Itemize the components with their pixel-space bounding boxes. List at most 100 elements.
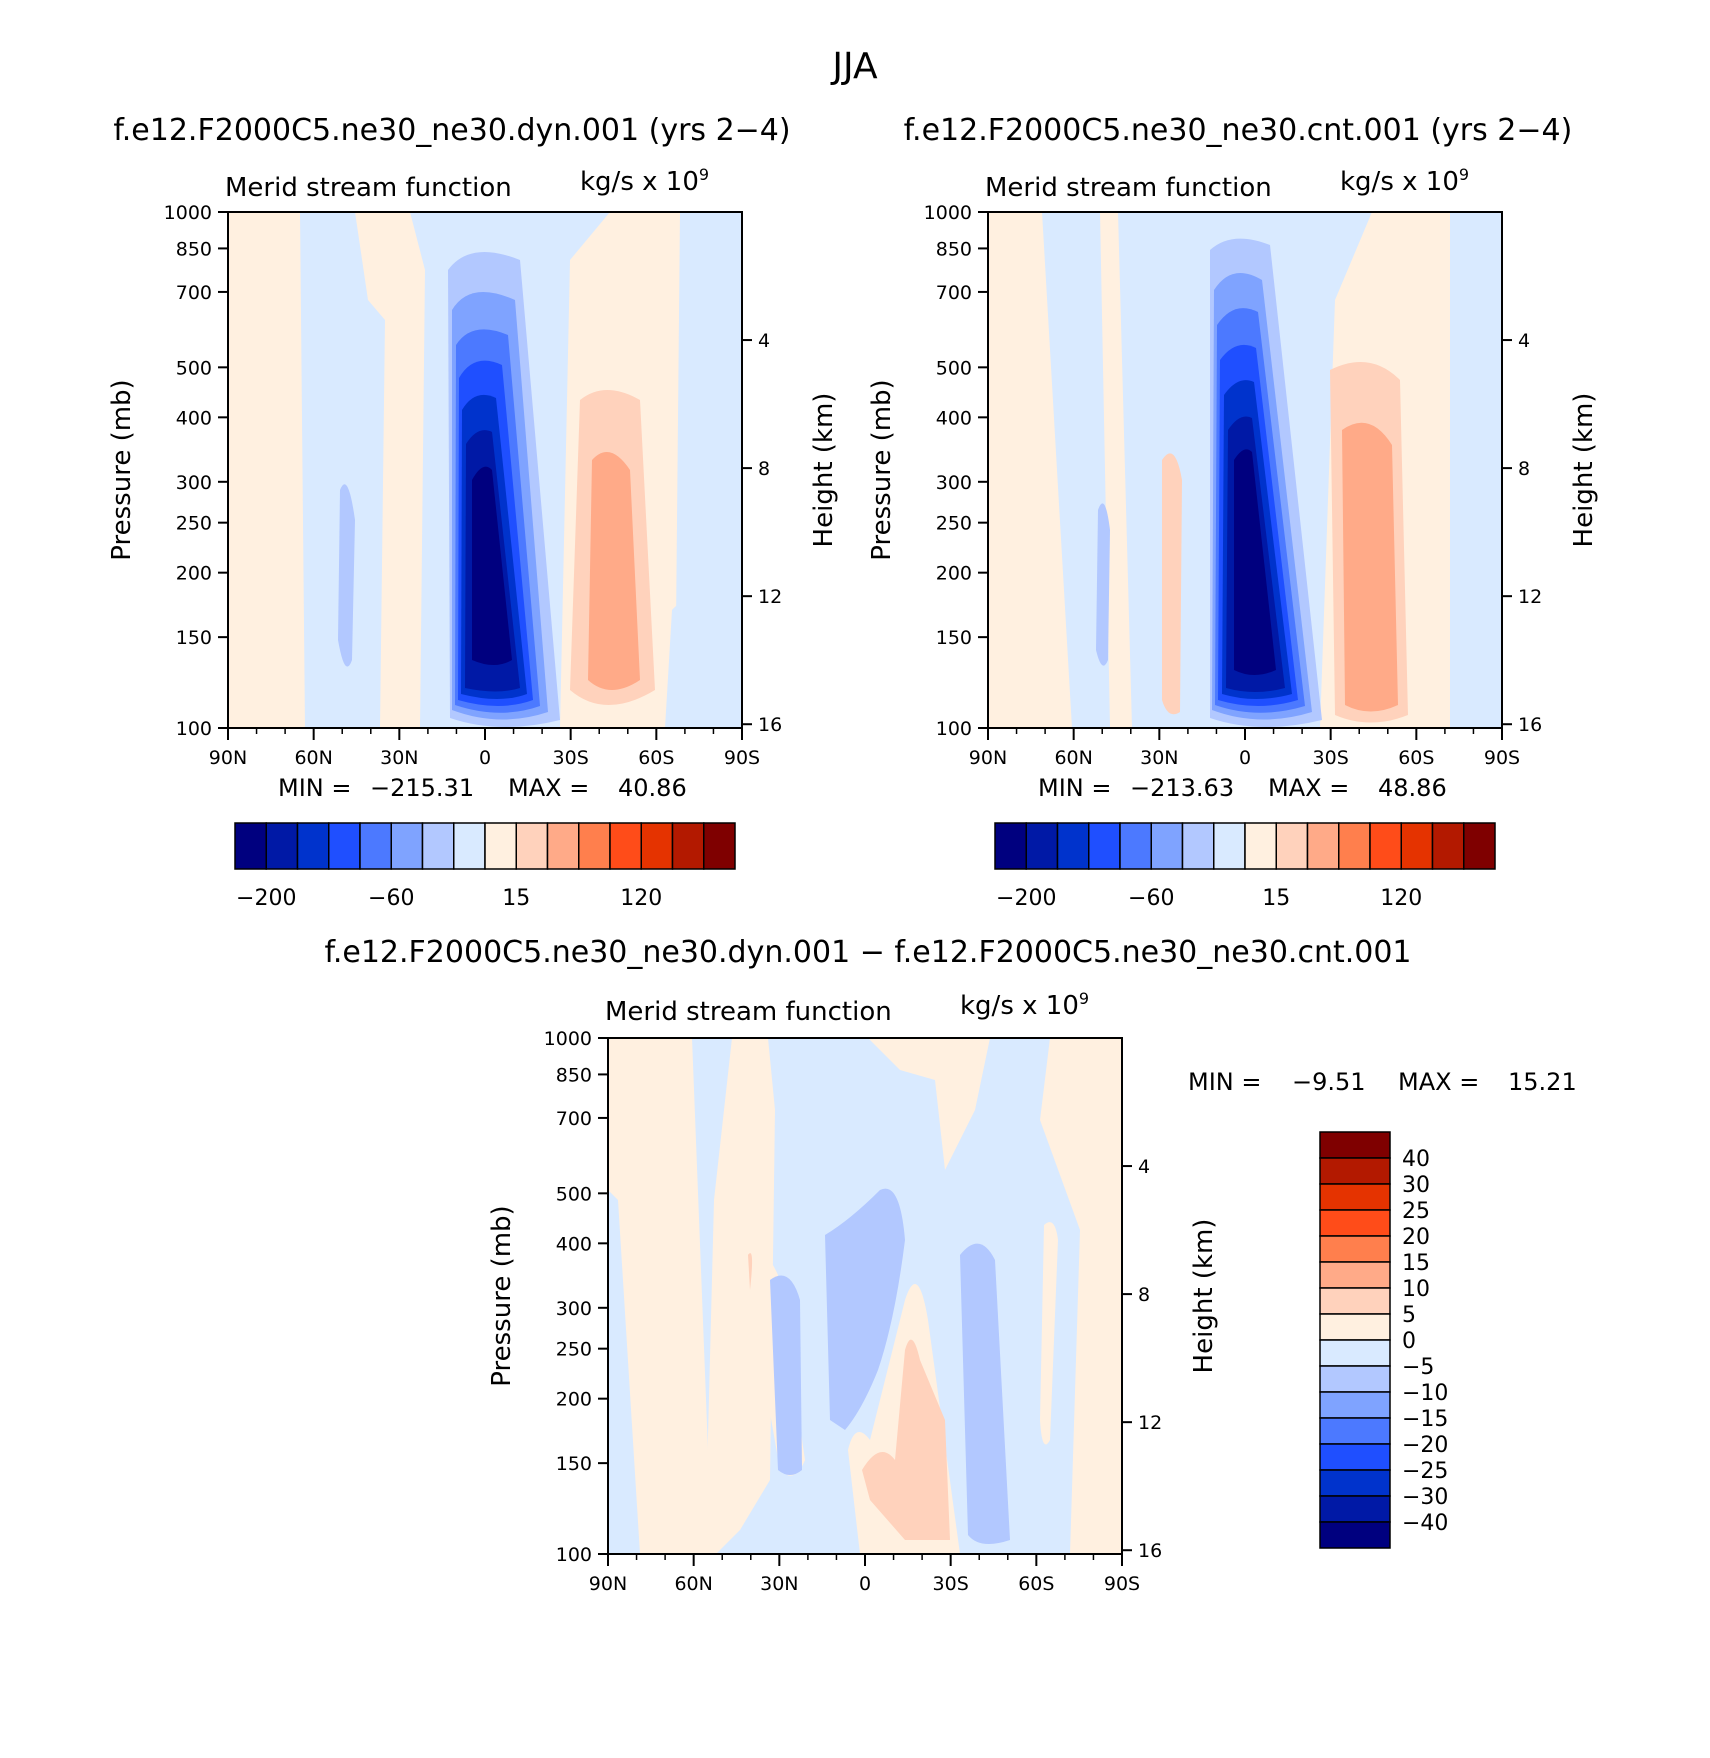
- colorbar-box: [421, 822, 455, 870]
- x-tick-label: 30N: [1140, 747, 1178, 769]
- colorbar-label: 5: [1402, 1303, 1416, 1328]
- colorbar-box: [484, 822, 517, 870]
- panel-dyn-units: kg/s x 109: [580, 165, 709, 197]
- colorbar-label: −30: [1402, 1485, 1448, 1510]
- colorbar-box: [546, 822, 580, 870]
- panel-diff-left-string: Merid stream function: [605, 997, 892, 1027]
- colorbar-label: 120: [1380, 886, 1422, 911]
- colorbar-box: [1025, 822, 1059, 870]
- panel-dyn: f.e12.F2000C5.ne30_ne30.dyn.001 (yrs 2−4…: [107, 113, 839, 911]
- colorbar-box: [1431, 822, 1465, 870]
- colorbar-box: [359, 822, 392, 870]
- colorbar-box: [1119, 822, 1152, 870]
- panel-diff-ylabel-right: Height (km): [1189, 1219, 1219, 1374]
- y-tick-label: 850: [936, 238, 972, 260]
- height-tick-label: 8: [1138, 1284, 1150, 1306]
- colorbar-box: [328, 822, 361, 870]
- colorbar-box: [1319, 1131, 1391, 1159]
- y-tick-label: 300: [936, 472, 972, 494]
- x-tick-label: 90N: [589, 1573, 627, 1595]
- y-tick-label: 300: [176, 472, 212, 494]
- colorbar-box: [1319, 1339, 1391, 1367]
- colorbar-label: −200: [996, 886, 1056, 911]
- height-tick-label: 12: [758, 586, 782, 608]
- colorbar-box: [1319, 1183, 1391, 1211]
- y-tick-label: 200: [556, 1389, 592, 1411]
- x-tick-label: 90N: [209, 747, 247, 769]
- panel-dyn-x-ticks: 90N 60N 30N 0 30S 60S 90S: [209, 728, 760, 769]
- y-tick-label: 200: [936, 563, 972, 585]
- y-tick-label: 150: [556, 1453, 592, 1475]
- colorbar-box: [1319, 1287, 1391, 1315]
- colorbar-box: [578, 822, 611, 870]
- y-tick-label: 400: [176, 407, 212, 429]
- panel-dyn-y-ticks: 100 150 200 250 300 400 500 700 850 1000: [164, 202, 228, 740]
- colorbar-label: −60: [368, 886, 414, 911]
- colorbar-box: [994, 822, 1027, 870]
- colorbar-box: [1319, 1365, 1391, 1393]
- colorbar-label: 0: [1402, 1329, 1416, 1354]
- colorbar-box: [1400, 822, 1434, 870]
- figure-title: JJA: [830, 46, 878, 87]
- panel-diff-ylabel: Pressure (mb): [487, 1205, 517, 1386]
- height-tick-label: 12: [1138, 1412, 1162, 1434]
- y-tick-label: 250: [936, 513, 972, 535]
- y-tick-label: 1000: [924, 202, 972, 224]
- panel-cnt-ylabel: Pressure (mb): [867, 379, 897, 560]
- x-tick-label: 90S: [724, 747, 760, 769]
- colorbar-box: [1319, 1495, 1391, 1523]
- x-tick-label: 0: [859, 1573, 871, 1595]
- y-tick-label: 300: [556, 1298, 592, 1320]
- x-tick-label: 60S: [1398, 747, 1434, 769]
- panel-cnt-units: kg/s x 109: [1340, 165, 1469, 197]
- height-tick-label: 8: [758, 458, 770, 480]
- x-tick-label: 60N: [674, 1573, 712, 1595]
- panel-diff-title: f.e12.F2000C5.ne30_ne30.dyn.001 − f.e12.…: [324, 935, 1411, 970]
- panel-cnt-min-label: MIN =: [1038, 774, 1111, 802]
- y-tick-label: 1000: [164, 202, 212, 224]
- y-tick-label: 400: [936, 407, 972, 429]
- x-tick-label: 90S: [1104, 1573, 1140, 1595]
- height-tick-label: 12: [1518, 586, 1542, 608]
- panel-dyn-max-label: MAX =: [508, 774, 589, 802]
- panel-dyn-title: f.e12.F2000C5.ne30_ne30.dyn.001 (yrs 2−4…: [113, 113, 790, 148]
- x-tick-label: 30S: [933, 1573, 969, 1595]
- panel-diff-min-value: −9.51: [1292, 1068, 1366, 1096]
- colorbar-box: [1319, 1235, 1391, 1263]
- y-tick-label: 500: [556, 1183, 592, 1205]
- colorbar-label: −200: [236, 886, 296, 911]
- height-tick-label: 16: [758, 714, 782, 736]
- panel-dyn-max-value: 40.86: [618, 774, 687, 802]
- x-tick-label: 30N: [380, 747, 418, 769]
- colorbar-box: [703, 822, 736, 870]
- colorbar-box: [1319, 1261, 1391, 1289]
- panel-cnt-min-value: −213.63: [1130, 774, 1234, 802]
- colorbar-label: −15: [1402, 1407, 1448, 1432]
- colorbar-label: −20: [1402, 1433, 1448, 1458]
- colorbar-label: 120: [620, 886, 662, 911]
- colorbar-label: 40: [1402, 1147, 1430, 1172]
- colorbar-box: [1319, 1417, 1391, 1445]
- height-tick-label: 4: [1518, 330, 1530, 352]
- panel-diff-max-value: 15.21: [1508, 1068, 1577, 1096]
- colorbar-box: [296, 822, 330, 870]
- colorbar-box: [1213, 822, 1246, 870]
- colorbar-box: [1319, 1313, 1391, 1341]
- y-tick-label: 150: [176, 627, 212, 649]
- colorbar-box: [1088, 822, 1121, 870]
- y-tick-label: 200: [176, 563, 212, 585]
- colorbar-box: [609, 822, 642, 870]
- colorbar-box: [515, 822, 549, 870]
- panel-cnt-x-ticks: 90N 60N 30N 0 30S 60S 90S: [969, 728, 1520, 769]
- x-tick-label: 0: [479, 747, 491, 769]
- panel-dyn-min-value: −215.31: [370, 774, 474, 802]
- colorbar-box: [1319, 1209, 1391, 1237]
- colorbar-box: [1338, 822, 1371, 870]
- panel-dyn-contours: [228, 212, 742, 728]
- panel-diff-y-ticks: 100 150 200 250 300 400 500 700 850 1000: [544, 1028, 608, 1566]
- panel-dyn-h-ticks: 16 12 8 4: [742, 330, 782, 736]
- y-tick-label: 250: [176, 513, 212, 535]
- colorbar-box: [1244, 822, 1277, 870]
